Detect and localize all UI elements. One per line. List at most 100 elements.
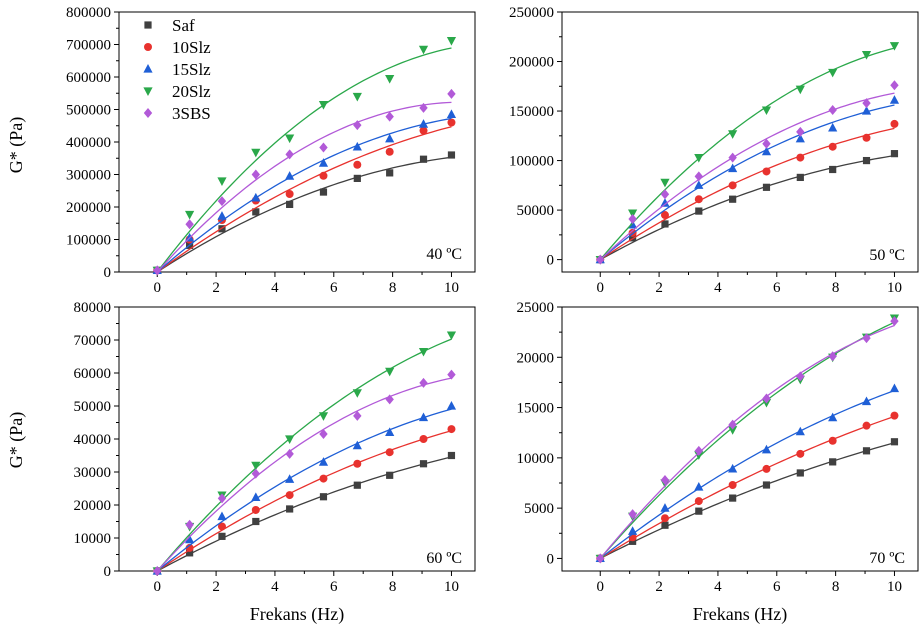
fit-line-10slz [599, 127, 895, 261]
data-point-10slz [353, 160, 362, 169]
data-point-saf [218, 532, 226, 540]
data-point-10slz [728, 481, 737, 490]
y-tick-label: 50000 [74, 399, 112, 415]
data-point-15slz [217, 211, 227, 220]
x-tick-label: 2 [655, 579, 663, 595]
data-point-20slz [352, 389, 362, 398]
data-point-15slz [861, 396, 872, 406]
fit-line-20slz [156, 338, 452, 572]
data-point-saf [661, 521, 669, 529]
y-tick-label: 25000 [517, 300, 555, 316]
data-point-20slz [728, 130, 738, 139]
data-point-saf [796, 173, 804, 182]
data-point-15slz [861, 106, 872, 115]
fit-line-20slz [599, 47, 895, 261]
legend-item-10slz: 10Slz [144, 38, 211, 57]
data-point-3sbs [447, 88, 456, 99]
data-point-15slz [251, 492, 261, 502]
data-point-10slz [185, 543, 194, 552]
data-point-10slz [385, 147, 394, 156]
y-tick-label: 10000 [74, 531, 112, 547]
data-point-20slz [828, 68, 838, 78]
y-tick-label: 300000 [66, 168, 111, 184]
data-point-15slz [889, 383, 900, 393]
y-tick-label: 20000 [517, 350, 555, 366]
data-point-10slz [419, 435, 428, 443]
data-point-saf [419, 460, 428, 468]
data-point-3sbs [419, 102, 428, 113]
data-point-15slz [828, 412, 838, 422]
y-tick-label: 200000 [509, 55, 554, 71]
data-point-3sbs [694, 171, 704, 182]
fit-line-15slz [156, 117, 452, 273]
legend: Saf 10Slz 15Slz 20Slz 3SBS [143, 16, 211, 123]
data-point-15slz [418, 119, 429, 128]
x-tick-label: 10 [444, 280, 459, 296]
data-point-saf [695, 207, 703, 215]
data-point-10slz [890, 119, 899, 128]
temperature-annotation: 60 ºC [426, 550, 462, 567]
data-point-10slz [447, 425, 456, 434]
data-point-saf [447, 151, 456, 159]
y-tick-label: 800000 [66, 5, 111, 21]
y-tick-label: 40000 [74, 432, 112, 448]
data-point-3sbs [353, 120, 362, 131]
data-point-10slz [353, 459, 362, 468]
data-point-3sbs [762, 138, 771, 149]
fit-line-15slz [599, 389, 895, 559]
fit-line-15slz [156, 408, 452, 572]
data-point-15slz [694, 180, 704, 189]
data-point-saf [447, 451, 456, 460]
data-point-15slz [352, 440, 362, 450]
legend-item-3sbs: 3SBS [143, 104, 211, 123]
temperature-annotation: 50 ºC [869, 247, 905, 264]
data-point-saf [186, 549, 194, 557]
data-point-3sbs [694, 445, 704, 456]
data-point-10slz [319, 474, 328, 483]
panel-1: 0 100000 200000 300000 400000 500000 600000 700… [66, 5, 476, 296]
data-point-10slz [694, 497, 703, 506]
data-point-3sbs [796, 371, 805, 382]
x-tick-label: 10 [887, 280, 902, 296]
data-point-10slz [285, 190, 294, 198]
data-point-saf [353, 481, 361, 489]
x-axis-label-left: Frekans (Hz) [250, 604, 344, 625]
data-point-15slz [285, 171, 295, 180]
data-point-3sbs [596, 254, 605, 265]
data-point-20slz [418, 347, 429, 357]
data-point-15slz [352, 141, 362, 151]
data-point-15slz [285, 474, 295, 483]
panel-2: 0 50000 100000 150000 200000 250000 0 2 4 6 8 10 50 … [509, 5, 919, 296]
data-point-15slz [251, 192, 261, 202]
y-tick-label: 700000 [66, 38, 111, 54]
data-point-20slz [318, 412, 329, 421]
legend-label: 3SBS [172, 104, 211, 123]
x-tick-label: 4 [714, 280, 722, 296]
temperature-annotation: 70 ºC [869, 550, 905, 567]
data-point-saf [796, 469, 804, 477]
data-point-20slz [185, 210, 195, 220]
data-point-saf [286, 505, 294, 513]
x-tick-label: 0 [153, 280, 161, 296]
x-tick-label: 6 [773, 579, 781, 595]
data-point-10slz [796, 153, 805, 162]
legend-marker-saf [144, 21, 152, 29]
data-point-3sbs [185, 519, 194, 530]
x-tick-label: 4 [271, 280, 279, 296]
y-axis-label-top: G* (Pa) [6, 117, 27, 174]
x-tick-label: 0 [596, 280, 604, 296]
data-point-15slz [889, 95, 900, 104]
y-tick-label: 200000 [66, 200, 111, 216]
fit-line-20slz [156, 47, 452, 273]
data-point-3sbs [728, 152, 737, 163]
x-tick-label: 2 [212, 280, 220, 296]
legend-label: Saf [172, 16, 195, 35]
data-point-10slz [660, 514, 669, 523]
y-tick-label: 500000 [66, 103, 111, 119]
legend-label: 10Slz [172, 38, 211, 57]
data-point-10slz [862, 421, 871, 430]
data-point-3sbs [217, 196, 227, 207]
data-point-saf [695, 507, 703, 515]
data-point-saf [252, 517, 260, 526]
